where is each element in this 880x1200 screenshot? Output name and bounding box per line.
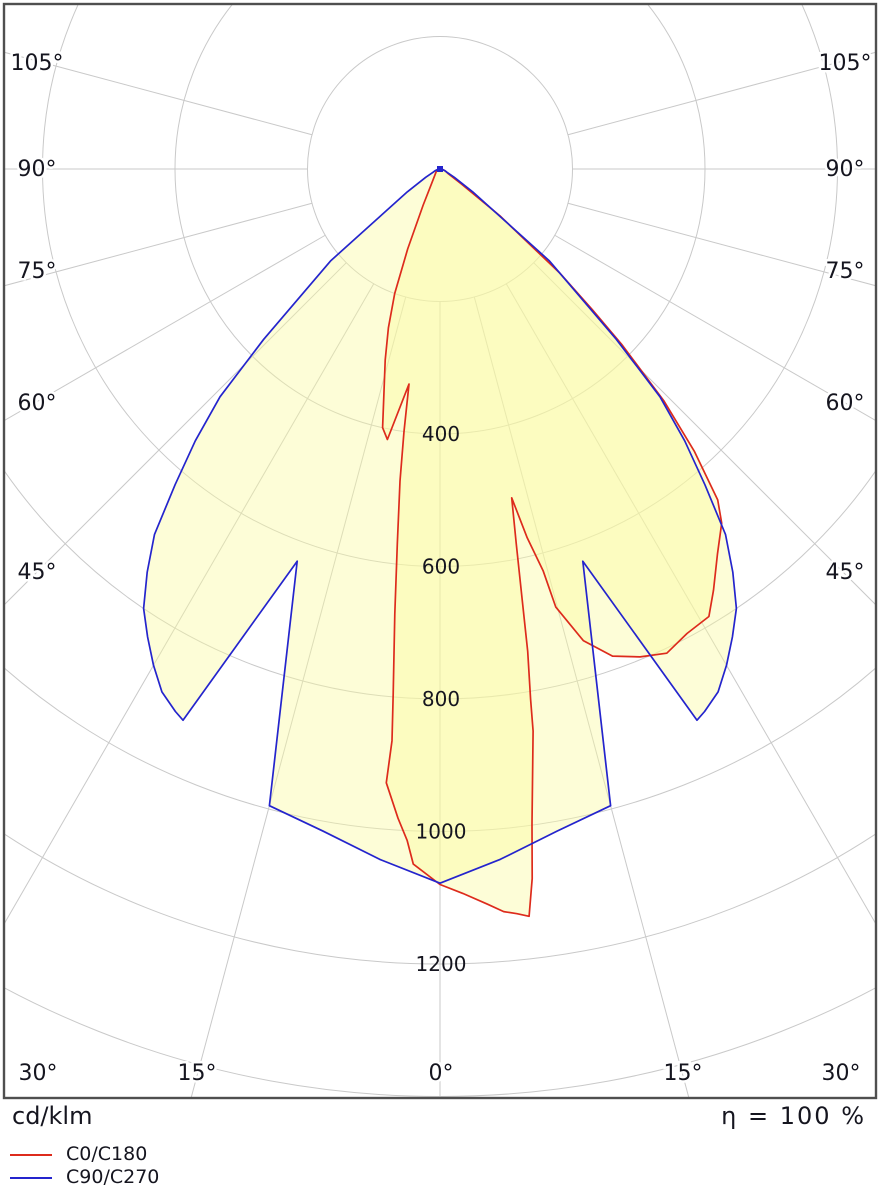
angle-label-bottom: 15° — [664, 1061, 703, 1086]
angle-label-right: 90° — [826, 157, 865, 182]
angle-label-left: 60° — [18, 391, 57, 416]
angle-label-bottom: 30° — [822, 1061, 861, 1086]
angle-label-left: 45° — [18, 560, 57, 585]
radial-tick-label: 400 — [422, 422, 460, 446]
blue-line-swatch-icon — [10, 1176, 52, 1179]
angle-label-left: 105° — [11, 51, 64, 76]
angle-label-right: 75° — [826, 259, 865, 284]
radial-tick-label: 800 — [422, 687, 460, 711]
unit-label: cd/klm — [12, 1102, 93, 1130]
angle-label-right: 105° — [819, 51, 872, 76]
legend-label-c90-c270: C90/C270 — [66, 1166, 160, 1188]
angle-label-left: 75° — [18, 259, 57, 284]
polar-chart: 105° 90° 75° 60° 45° 105° 90° 75° 60° 45° 30° 15° 0°… — [2, 2, 878, 1100]
angle-label-left: 90° — [18, 157, 57, 182]
angle-label-bottom: 15° — [178, 1061, 217, 1086]
angle-label-bottom: 30° — [19, 1061, 58, 1086]
angle-label-bottom: 0° — [429, 1061, 454, 1086]
legend-item-c0-c180: C0/C180 — [10, 1143, 159, 1166]
legend: C0/C180 C90/C270 — [10, 1143, 159, 1189]
efficiency-label: η = 100 % — [721, 1102, 866, 1130]
red-line-swatch-icon — [10, 1153, 52, 1156]
radial-tick-label: 600 — [422, 555, 460, 579]
radial-tick-label: 1200 — [416, 952, 467, 976]
radial-tick-label: 1000 — [416, 820, 467, 844]
legend-label-c0-c180: C0/C180 — [66, 1143, 148, 1165]
angle-label-right: 60° — [826, 391, 865, 416]
angle-label-right: 45° — [826, 560, 865, 585]
legend-item-c90-c270: C90/C270 — [10, 1166, 159, 1189]
